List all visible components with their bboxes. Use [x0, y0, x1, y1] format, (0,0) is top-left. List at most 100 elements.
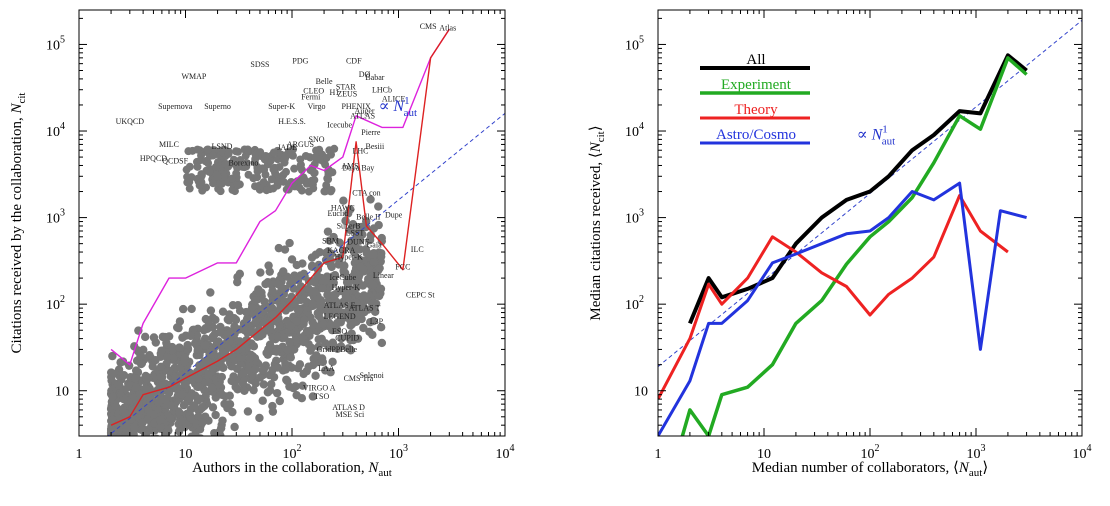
scatter-point [133, 440, 141, 448]
collaboration-label: ZEUS [337, 90, 357, 99]
red-line [110, 28, 450, 426]
tick-base: 10 [55, 385, 69, 400]
scatter-point [185, 435, 188, 436]
x-tick-label: 10 [179, 447, 193, 462]
scatter-point [143, 494, 151, 502]
scatter-point [158, 483, 166, 491]
scatter-point [154, 439, 162, 447]
collaboration-label: ILC [411, 245, 424, 254]
plot-area [658, 19, 1082, 436]
scatter-point [251, 317, 261, 326]
collaboration-label: CTA con [352, 188, 380, 197]
collaboration-label: CEPC St [406, 290, 435, 299]
scatter-point [317, 334, 326, 343]
x-label-sym: N [367, 460, 379, 476]
scatter-point [121, 448, 129, 456]
scatter-point [107, 469, 115, 477]
scatter-point [369, 299, 378, 308]
y-tick-label: 103 [46, 208, 65, 227]
y-axis-label: Median citations received, ⟨Ncit⟩ [588, 125, 607, 320]
scatter-point [132, 465, 140, 473]
scatter-point [357, 222, 367, 232]
scatter-point [115, 457, 123, 465]
scatter-point [108, 351, 117, 361]
collaboration-label: ATLAS E [324, 301, 356, 310]
scatter-point [138, 441, 146, 449]
scatter-point [112, 435, 114, 436]
scatter-point [269, 165, 278, 174]
scatter-point [361, 292, 370, 302]
scatter-point [107, 443, 115, 451]
scatter-point [187, 432, 196, 436]
collaboration-label: Solenoi [359, 371, 384, 380]
scatter-point [138, 418, 147, 428]
scatter-point [131, 452, 139, 460]
scatter-point [108, 439, 116, 447]
scatter-point [208, 403, 218, 412]
scatter-point [110, 462, 118, 470]
tick-base: 1 [76, 447, 83, 462]
scatter-point [153, 442, 161, 450]
scatter-point [107, 457, 115, 465]
collaboration-label: ARGUS [287, 140, 314, 149]
scatter-point [157, 346, 166, 355]
scatter-point [149, 466, 157, 474]
scatter-point [107, 440, 115, 448]
collaboration-label: CLEO [303, 87, 324, 96]
scatter-point [170, 442, 178, 450]
tick-exp: 2 [60, 294, 65, 305]
scatter-point [269, 148, 278, 157]
scatter-point [346, 321, 355, 330]
scatter-point [256, 148, 265, 157]
x-axis-label: Median number of collaborators, ⟨Naut⟩ [752, 460, 988, 479]
collaboration-label: JADE [277, 143, 297, 152]
scatter-point [166, 401, 175, 410]
scatter-point [211, 162, 220, 171]
scatter-point [125, 453, 133, 461]
collaboration-label: Linear [373, 271, 394, 280]
scatter-point [249, 342, 259, 351]
tick-base: 10 [967, 447, 981, 462]
legend-label: Theory [734, 102, 778, 118]
scatter-point [128, 465, 136, 473]
scatter-point [125, 465, 133, 473]
scatter-point [344, 344, 353, 353]
y-label-text: Median citations received, [588, 158, 604, 320]
scatter-point [317, 354, 327, 363]
scatter-point [314, 342, 323, 351]
collaboration-label: UKQCD [116, 117, 145, 126]
scatter-point [364, 305, 373, 314]
scatter-point [287, 149, 296, 158]
tick-base: 10 [179, 447, 193, 462]
collaboration-label: MILC [159, 140, 179, 149]
scatter-point [121, 453, 129, 461]
collaboration-label: Supernova [158, 102, 193, 111]
scatter-point [310, 287, 319, 297]
scatter-point [296, 283, 305, 293]
scatter-point [130, 374, 140, 383]
scatter-point [289, 383, 298, 393]
scatter-point [359, 323, 368, 333]
x-axis-label: Authors in the collaboration, Naut [192, 460, 392, 479]
collaboration-label: HPQCD [140, 154, 167, 163]
scatter-point [195, 394, 205, 403]
x-label-sub: aut [378, 467, 391, 479]
scatter-point [149, 436, 157, 444]
x-tick-label: 103 [967, 443, 986, 462]
scatter-point [119, 439, 127, 447]
scatter-point [251, 364, 260, 374]
collaboration-label: LEGEND [324, 312, 356, 321]
scatter-point [244, 170, 253, 179]
reference-line [107, 112, 505, 436]
scatter-point [352, 255, 361, 265]
scatter-point [130, 453, 138, 461]
scatter-point [196, 445, 204, 453]
scatter-point [201, 341, 210, 350]
collaboration-label: Belle II [356, 213, 381, 222]
scatter-point [298, 294, 308, 304]
scatter-point [119, 478, 127, 486]
scatter-point [154, 398, 163, 407]
scatter-point [185, 178, 194, 187]
